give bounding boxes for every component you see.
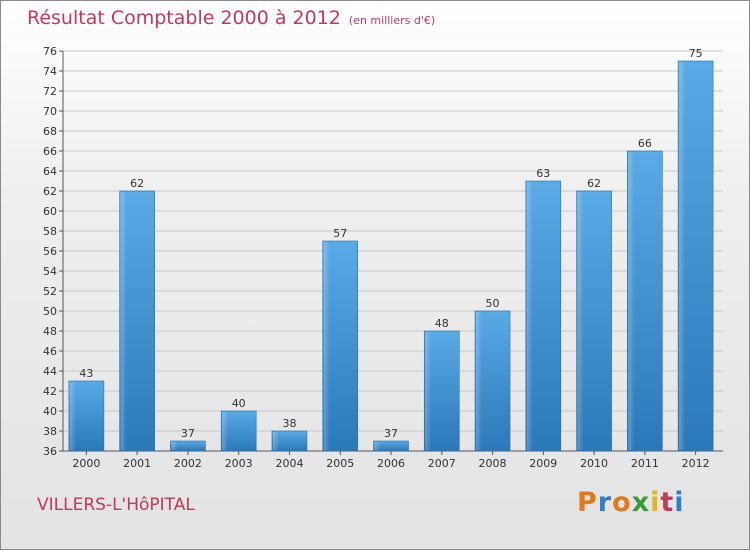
bar-highlight (120, 192, 127, 450)
bar-highlight (323, 242, 330, 450)
bar-value-label: 62 (587, 177, 601, 190)
logo-letter: o (612, 487, 632, 518)
bar-value-label: 63 (536, 167, 550, 180)
logo-letter: i (674, 487, 685, 518)
grid-layer (63, 50, 723, 452)
y-tick-label: 62 (43, 185, 57, 198)
x-tick-label: 2005 (326, 457, 354, 470)
chart-title-unit: (en milliers d'€) (348, 14, 436, 27)
y-tick-label: 60 (43, 205, 57, 218)
y-tick-label: 68 (43, 125, 57, 138)
x-tick-label: 2001 (123, 457, 151, 470)
bar-highlight (374, 442, 381, 450)
y-tick-label: 54 (43, 265, 57, 278)
bar-value-label: 62 (130, 177, 144, 190)
axis-layer: 36 38 40 42 44 46 48 50 52 54 56 58 60 62 64 66 68 70 72 74… (43, 45, 723, 470)
bar-value-label: 75 (689, 47, 703, 60)
bar-highlight (577, 192, 584, 450)
logo-letter: i (650, 487, 661, 518)
bar-2006 (373, 440, 409, 452)
bar-layer (68, 60, 714, 452)
x-tick-label: 2004 (275, 457, 303, 470)
bar-highlight (476, 312, 483, 450)
y-tick-label: 72 (43, 85, 57, 98)
y-tick-label: 76 (43, 45, 57, 58)
y-tick-label: 38 (43, 425, 57, 438)
x-tick-label: 2006 (377, 457, 405, 470)
bar-value-label: 43 (79, 367, 93, 380)
logo-letter: x (631, 487, 651, 518)
proxiti-logo: Proxiti (577, 487, 685, 518)
y-tick-label: 70 (43, 105, 57, 118)
y-tick-label: 42 (43, 385, 57, 398)
bar-value-label: 37 (181, 427, 195, 440)
label-layer: 43 62 37 40 38 57 37 48 50 63 62 66 75 (79, 47, 702, 440)
bar-value-label: 37 (384, 427, 398, 440)
x-tick-label: 2000 (72, 457, 100, 470)
x-tick-label: 2011 (631, 457, 659, 470)
bar-highlight (272, 432, 279, 450)
chart-title-main: Résultat Comptable 2000 à 2012 (27, 7, 341, 29)
y-tick-label: 52 (43, 285, 57, 298)
bar-value-label: 50 (486, 297, 500, 310)
x-tick-label: 2012 (682, 457, 710, 470)
y-tick-label: 56 (43, 245, 57, 258)
bar-highlight (679, 62, 686, 450)
bar-value-label: 57 (333, 227, 347, 240)
bar-value-label: 48 (435, 317, 449, 330)
x-tick-label: 2007 (428, 457, 456, 470)
y-tick-label: 74 (43, 65, 57, 78)
bar-highlight (171, 442, 178, 450)
bar-highlight (69, 382, 76, 450)
chart-title: Résultat Comptable 2000 à 2012 (en millie… (27, 7, 435, 29)
location-name: VILLERS-L'HôPITAL (37, 495, 195, 515)
bar-highlight (526, 182, 533, 450)
y-tick-label: 46 (43, 345, 57, 358)
x-tick-label: 2002 (174, 457, 202, 470)
bar-value-label: 38 (282, 417, 296, 430)
bar-2004 (271, 430, 308, 452)
bar-highlight (222, 412, 229, 450)
y-tick-label: 58 (43, 225, 57, 238)
bar-value-label: 66 (638, 137, 652, 150)
x-tick-label: 2003 (225, 457, 253, 470)
bar-2002 (170, 440, 206, 452)
y-tick-label: 48 (43, 325, 57, 338)
logo-letter: P (577, 487, 598, 518)
x-tick-label: 2008 (479, 457, 507, 470)
bar-highlight (628, 152, 635, 450)
y-tick-label: 50 (43, 305, 57, 318)
y-tick-label: 36 (43, 445, 57, 458)
x-tick-label: 2010 (580, 457, 608, 470)
logo-letter: r (597, 487, 613, 518)
y-tick-label: 66 (43, 145, 57, 158)
y-tick-label: 64 (43, 165, 57, 178)
bar-highlight (425, 332, 432, 450)
logo-letter: t (660, 487, 675, 518)
y-tick-label: 40 (43, 405, 57, 418)
x-tick-label: 2009 (529, 457, 557, 470)
bar-value-label: 40 (232, 397, 246, 410)
y-tick-label: 44 (43, 365, 57, 378)
